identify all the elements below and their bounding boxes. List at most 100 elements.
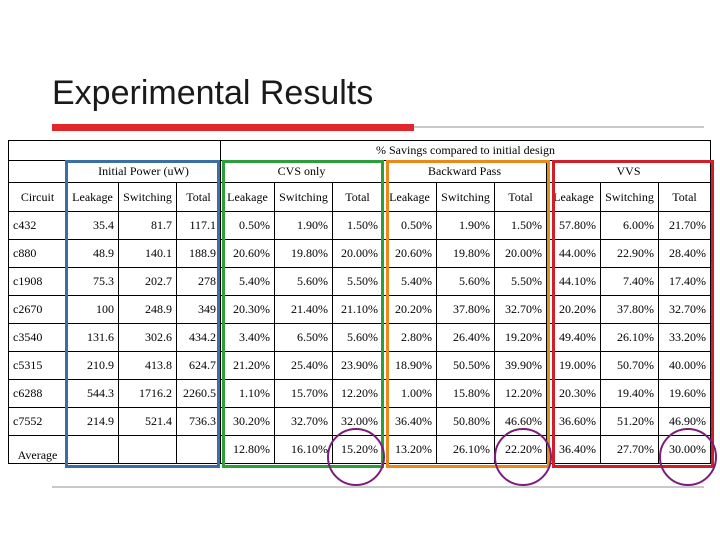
average-cell: 12.80% bbox=[220, 435, 275, 464]
table-cell: 202.7 bbox=[118, 267, 177, 296]
table-cell: 49.40% bbox=[546, 323, 601, 352]
table-cell: 12.20% bbox=[494, 379, 547, 408]
table-cell: 736.3 bbox=[176, 407, 221, 436]
table-cell: 20.30% bbox=[220, 295, 275, 324]
table-cell: 33.20% bbox=[658, 323, 711, 352]
column-header: Leakage bbox=[382, 182, 437, 212]
table-cell: 21.10% bbox=[332, 295, 383, 324]
column-header: Leakage bbox=[66, 182, 119, 212]
circuit-name: c5315 bbox=[8, 351, 67, 380]
table-cell: 75.3 bbox=[66, 267, 119, 296]
table-cell: 2260.5 bbox=[176, 379, 221, 408]
table-cell: 5.40% bbox=[220, 267, 275, 296]
table-cell: 18.90% bbox=[382, 351, 437, 380]
average-cell: 16.10% bbox=[274, 435, 333, 464]
table-row: c880 48.9 140.1 188.9 20.60% 19.80% 20.00% 20.6… bbox=[8, 239, 711, 268]
table-cell: 1.90% bbox=[436, 211, 495, 240]
table-cell: 51.20% bbox=[600, 407, 659, 436]
column-header: Switching bbox=[274, 182, 333, 212]
column-header: Leakage bbox=[220, 182, 275, 212]
table-cell: 50.50% bbox=[436, 351, 495, 380]
table-cell: 30.20% bbox=[220, 407, 275, 436]
table-row: c5315 210.9 413.8 624.7 21.20% 25.40% 23.90% 18… bbox=[8, 351, 711, 380]
table-cell: 32.70% bbox=[494, 295, 547, 324]
table-cell: 19.20% bbox=[494, 323, 547, 352]
table-cell: 25.40% bbox=[274, 351, 333, 380]
average-label: Average bbox=[8, 435, 67, 464]
table-cell: 278 bbox=[176, 267, 221, 296]
table-cell: 20.60% bbox=[220, 239, 275, 268]
table-cell: 21.20% bbox=[220, 351, 275, 380]
table-cell: 0.50% bbox=[382, 211, 437, 240]
table-cell: 1.10% bbox=[220, 379, 275, 408]
table-cell: 39.90% bbox=[494, 351, 547, 380]
table-cell: 624.7 bbox=[176, 351, 221, 380]
table-cell: 1.90% bbox=[274, 211, 333, 240]
table-cell: 50.80% bbox=[436, 407, 495, 436]
average-cell bbox=[118, 435, 177, 464]
table-cell: 140.1 bbox=[118, 239, 177, 268]
table-cell: 21.70% bbox=[658, 211, 711, 240]
average-cell bbox=[176, 435, 221, 464]
table-cell: 20.00% bbox=[494, 239, 547, 268]
table-cell: 26.10% bbox=[600, 323, 659, 352]
table-cell: 37.80% bbox=[436, 295, 495, 324]
slide-title: Experimental Results bbox=[52, 74, 374, 112]
table-cell: 20.20% bbox=[382, 295, 437, 324]
table-cell: 46.60% bbox=[494, 407, 547, 436]
table-cell: 434.2 bbox=[176, 323, 221, 352]
column-header: Circuit bbox=[8, 182, 67, 212]
table-cell: 210.9 bbox=[66, 351, 119, 380]
average-cell: 27.70% bbox=[600, 435, 659, 464]
table-cell: 544.3 bbox=[66, 379, 119, 408]
column-header: Total bbox=[494, 182, 547, 212]
table-cell: 32.70% bbox=[658, 295, 711, 324]
table-cell: 5.60% bbox=[436, 267, 495, 296]
table-cell: 214.9 bbox=[66, 407, 119, 436]
table-cell: 57.80% bbox=[546, 211, 601, 240]
circuit-name: c1908 bbox=[8, 267, 67, 296]
table-cell: 5.60% bbox=[332, 323, 383, 352]
table-cell: 1716.2 bbox=[118, 379, 177, 408]
table-cell: 20.60% bbox=[382, 239, 437, 268]
title-accent-bar bbox=[52, 124, 414, 131]
table-cell: 17.40% bbox=[658, 267, 711, 296]
table-cell: 32.70% bbox=[274, 407, 333, 436]
table-cell: 7.40% bbox=[600, 267, 659, 296]
table-cell: 248.9 bbox=[118, 295, 177, 324]
column-header-row: Circuit Leakage Switching Total Leakage … bbox=[8, 182, 711, 212]
average-row: Average 12.80% 16.10% 15.20% 13.20% 26.1… bbox=[8, 435, 711, 464]
table-cell: 5.50% bbox=[332, 267, 383, 296]
table-cell: 100 bbox=[66, 295, 119, 324]
table-cell: 1.50% bbox=[494, 211, 547, 240]
table-cell: 23.90% bbox=[332, 351, 383, 380]
circuit-name: c6288 bbox=[8, 379, 67, 408]
group-vvs: VVS bbox=[546, 160, 711, 183]
bottom-rule bbox=[52, 486, 704, 488]
table-cell: 46.90% bbox=[658, 407, 711, 436]
table-cell: 20.00% bbox=[332, 239, 383, 268]
group-header-row: Initial Power (uW) CVS only Backward Pas… bbox=[8, 160, 711, 183]
column-header: Total bbox=[176, 182, 221, 212]
average-cell: 22.20% bbox=[494, 435, 547, 464]
table-row: c1908 75.3 202.7 278 5.40% 5.60% 5.50% 5.40% 5.6… bbox=[8, 267, 711, 296]
table-cell: 131.6 bbox=[66, 323, 119, 352]
table-cell: 5.40% bbox=[382, 267, 437, 296]
column-header: Switching bbox=[600, 182, 659, 212]
table-cell: 44.00% bbox=[546, 239, 601, 268]
average-cell: 30.00% bbox=[658, 435, 711, 464]
table-cell: 413.8 bbox=[118, 351, 177, 380]
table-cell: 32.00% bbox=[332, 407, 383, 436]
table-cell: 302.6 bbox=[118, 323, 177, 352]
table-cell: 20.30% bbox=[546, 379, 601, 408]
average-cell bbox=[66, 435, 119, 464]
super-header-blank bbox=[8, 140, 221, 161]
table-cell: 0.50% bbox=[220, 211, 275, 240]
table-cell: 44.10% bbox=[546, 267, 601, 296]
table-cell: 6.50% bbox=[274, 323, 333, 352]
column-header: Leakage bbox=[546, 182, 601, 212]
table-cell: 349 bbox=[176, 295, 221, 324]
table-cell: 21.40% bbox=[274, 295, 333, 324]
super-header: % Savings compared to initial design bbox=[220, 140, 711, 161]
table-cell: 19.40% bbox=[600, 379, 659, 408]
